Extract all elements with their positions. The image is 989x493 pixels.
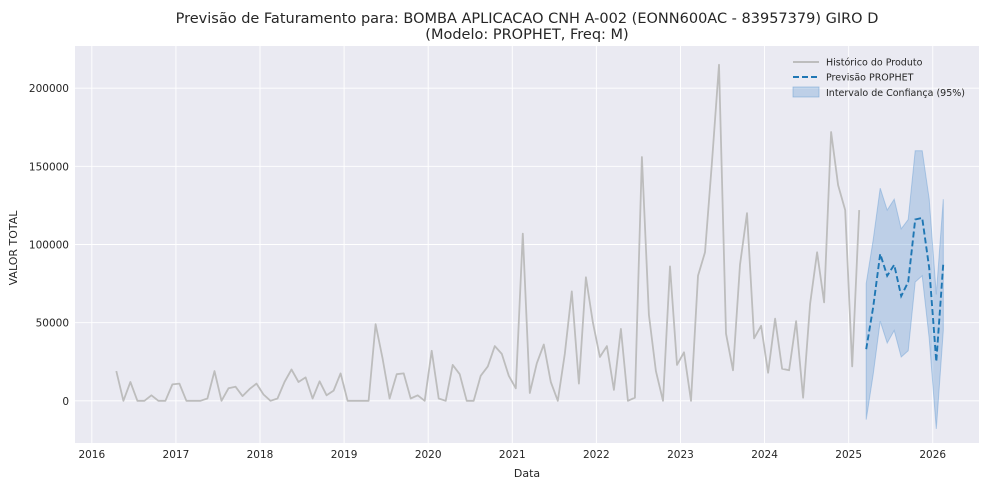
x-axis-label: Data: [514, 467, 540, 480]
plot-area: 2016 2017 2018 2019 2020 2021 2022 2023 2024 2025…: [29, 46, 979, 461]
x-tick-label: 2017: [163, 449, 190, 461]
legend: Histórico do Produto Previsão PROPHET In…: [792, 58, 965, 99]
legend-interval-label: Intervalo de Confiança (95%): [826, 88, 965, 99]
y-tick-label: 100000: [29, 240, 69, 252]
y-tick-label: 150000: [29, 161, 69, 173]
x-tick-label: 2025: [835, 449, 862, 461]
history-series-line: [115, 63, 861, 402]
y-axis-label: VALOR TOTAL: [7, 210, 20, 286]
legend-history-label: Histórico do Produto: [826, 58, 923, 69]
y-tick-label: 50000: [36, 318, 69, 330]
x-tick-label: 2024: [751, 449, 778, 461]
x-tick-label: 2022: [583, 449, 610, 461]
chart-title-line1: Previsão de Faturamento para: BOMBA APLI…: [176, 11, 879, 27]
x-tick-label: 2026: [919, 449, 946, 461]
forecast-series-line: [865, 216, 945, 362]
y-tick-label: 0: [62, 396, 69, 408]
x-tick-label: 2021: [499, 449, 526, 461]
x-tick-label: 2020: [415, 449, 442, 461]
legend-forecast-label: Previsão PROPHET: [826, 73, 914, 84]
x-tick-label: 2023: [667, 449, 694, 461]
x-tick-label: 2019: [331, 449, 358, 461]
chart-title-line2: (Modelo: PROPHET, Freq: M): [425, 27, 628, 43]
y-tick-label: 200000: [29, 83, 69, 95]
x-tick-label: 2018: [247, 449, 274, 461]
x-tick-label: 2016: [78, 449, 105, 461]
legend-interval-swatch: [792, 86, 820, 98]
